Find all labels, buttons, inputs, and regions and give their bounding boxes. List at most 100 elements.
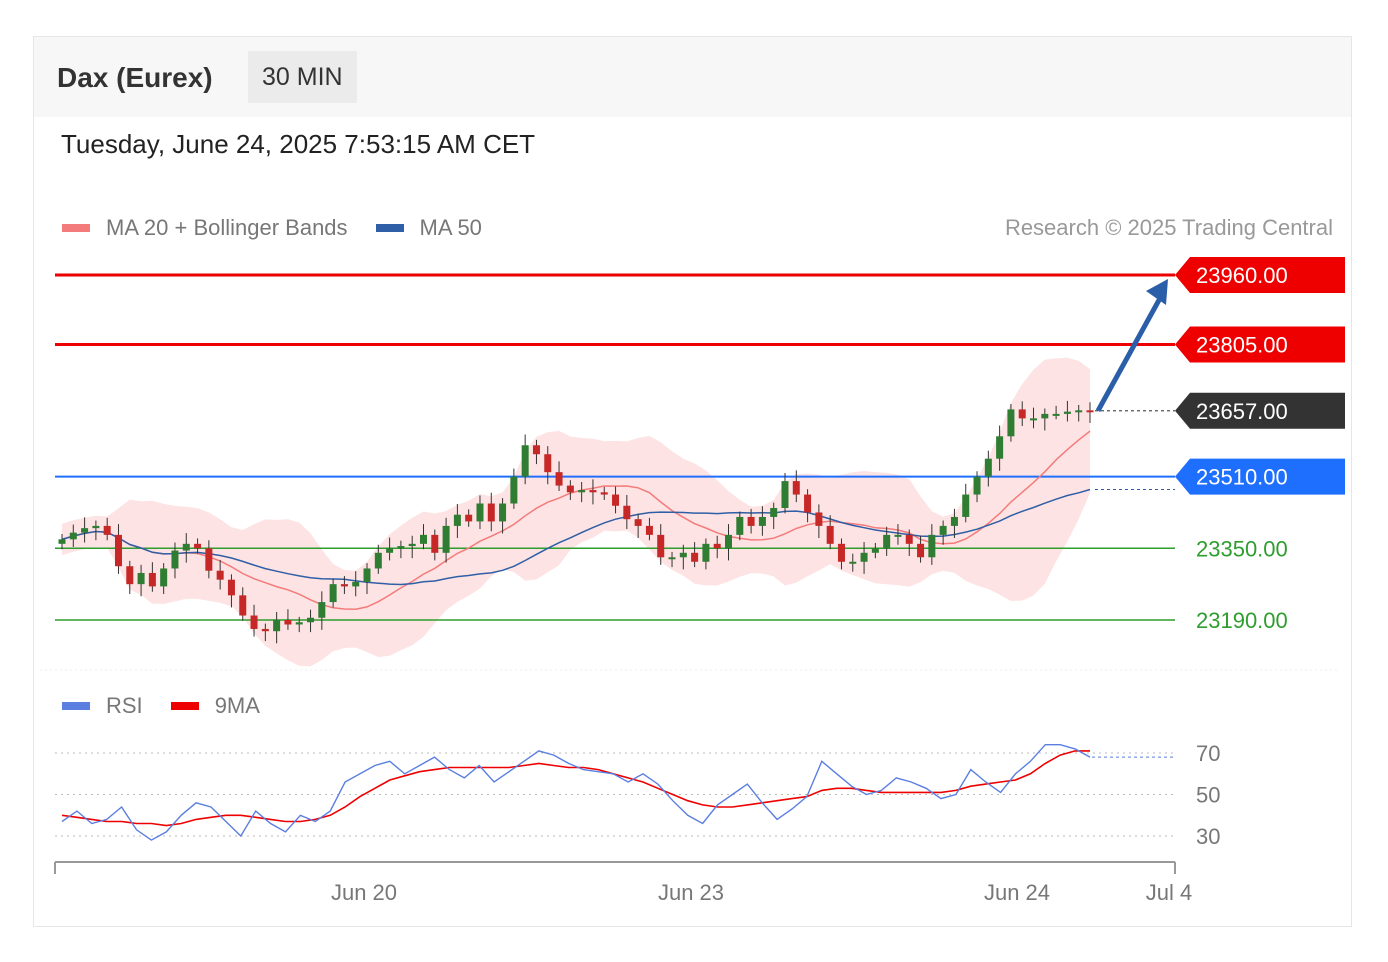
legend-swatch-9ma: [170, 702, 199, 710]
candle-body: [826, 525, 834, 544]
candle-body: [318, 602, 326, 618]
rsi-level-label: 30: [1196, 824, 1220, 849]
candle-body: [804, 494, 812, 513]
candle-body: [792, 481, 800, 495]
rsi-level-label: 70: [1196, 741, 1220, 766]
legend-item-9ma: 9MA: [170, 693, 260, 719]
legend-swatch-ma20: [62, 224, 90, 232]
instrument-title: Dax (Eurex): [57, 62, 213, 93]
candle-body: [295, 622, 303, 625]
candle-body: [600, 492, 608, 495]
candle-body: [883, 534, 891, 549]
candle-body: [578, 490, 586, 493]
rsi-line: [61, 744, 1091, 841]
candle-body: [307, 617, 315, 623]
candle-body: [725, 534, 733, 549]
candle-body: [679, 552, 687, 558]
candle-body: [532, 445, 540, 455]
candle-body: [284, 620, 292, 625]
timeframe-badge[interactable]: 30 MIN: [248, 51, 357, 103]
card-header: Dax (Eurex) 30 MIN: [34, 37, 1351, 117]
candle-body: [261, 628, 269, 632]
candle-body: [589, 490, 597, 493]
rsi-ma9-line: [61, 750, 1090, 827]
candle-body: [453, 514, 461, 526]
candle-body: [962, 494, 970, 517]
copyright-label: Research © 2025 Trading Central: [1004, 215, 1333, 240]
candle-body: [645, 525, 653, 535]
candle-body: [386, 548, 394, 553]
candle-body: [1041, 413, 1049, 419]
candle-body: [973, 476, 981, 495]
candle-body: [340, 584, 348, 587]
rsi-legend: RSI 9MA: [62, 693, 288, 719]
candle-body: [499, 503, 507, 522]
candle-body: [747, 516, 755, 526]
candle-body: [137, 572, 145, 585]
candle-body: [363, 568, 371, 582]
candle-body: [476, 503, 484, 522]
candle-body: [928, 534, 936, 558]
candle-body: [1007, 409, 1015, 437]
candle-body: [397, 546, 405, 549]
legend-item-ma50: MA 50: [375, 215, 482, 241]
ma50-line: [61, 488, 1091, 586]
level-tag-2: [1175, 392, 1345, 429]
projection-arrow: [1095, 289, 1167, 412]
time-axis-label: Jun 24: [984, 880, 1050, 905]
candle-body: [871, 548, 879, 553]
candle-body: [634, 519, 642, 526]
candle-body: [171, 550, 179, 569]
level-label-1: 23805.00: [1196, 332, 1288, 357]
candle-body: [781, 481, 789, 508]
time-axis-label: Jun 23: [658, 880, 724, 905]
legend-item-rsi: RSI: [62, 693, 143, 719]
candle-body: [227, 579, 235, 596]
candle-body: [555, 472, 563, 486]
legend-item-ma20: MA 20 + Bollinger Bands: [62, 215, 348, 241]
candle-body: [58, 539, 66, 544]
candle-body: [194, 543, 202, 549]
candle-body: [623, 505, 631, 520]
candle-body: [126, 566, 134, 585]
ma20-line: [61, 430, 1091, 610]
candle-body: [487, 503, 495, 522]
chart-card: Dax (Eurex) 30 MIN Tuesday, June 24, 202…: [33, 36, 1352, 927]
rsi-level-label: 50: [1196, 783, 1220, 808]
candle-body: [92, 525, 100, 529]
candle-body: [736, 516, 744, 535]
candle-body: [657, 534, 665, 558]
time-axis-label: Jul 4: [1146, 880, 1192, 905]
candle-body: [702, 543, 710, 562]
candle-body: [510, 476, 518, 504]
candle-body: [419, 534, 427, 544]
level-label-0: 23960.00: [1196, 263, 1288, 288]
legend-label-ma50: MA 50: [419, 215, 482, 240]
candle-body: [939, 525, 947, 535]
candle-body: [758, 516, 766, 526]
candle-body: [408, 543, 416, 547]
level-label-2: 23657.00: [1196, 399, 1288, 424]
datetime-label: Tuesday, June 24, 2025 7:53:15 AM CET: [61, 129, 536, 159]
candle-body: [544, 454, 552, 473]
legend-label-9ma: 9MA: [214, 693, 260, 718]
projection-arrowhead: [1146, 279, 1168, 305]
candle-body: [984, 458, 992, 477]
candle-body: [205, 548, 213, 571]
candle-body: [815, 512, 823, 526]
candle-body: [273, 620, 281, 632]
candle-body: [216, 570, 224, 580]
candle-body: [81, 528, 89, 533]
candle-body: [1018, 409, 1026, 419]
candle-body: [837, 543, 845, 562]
level-tag-1: [1175, 326, 1345, 363]
candle-body: [1086, 410, 1094, 413]
candle-body: [713, 543, 721, 549]
candle-body: [1075, 410, 1083, 413]
bollinger-band: [62, 357, 1090, 667]
candle-body: [114, 534, 122, 567]
legend-label-rsi: RSI: [106, 693, 143, 718]
candle-body: [770, 507, 778, 517]
candle-body: [894, 534, 902, 537]
